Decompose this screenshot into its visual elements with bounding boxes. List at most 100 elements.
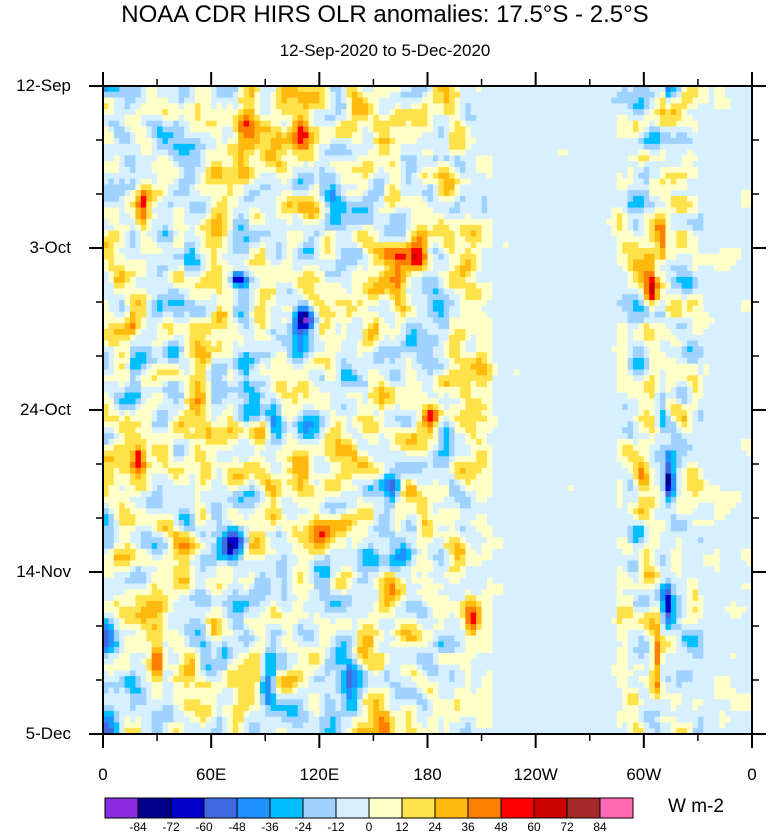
anomaly-cell (535, 271, 542, 278)
anomaly-cell (395, 195, 402, 203)
anomaly-cell (119, 271, 126, 278)
anomaly-cell (443, 161, 450, 168)
anomaly-cell (167, 224, 174, 232)
anomaly-cell (335, 213, 342, 220)
anomaly-cell (335, 317, 342, 324)
anomaly-cell (714, 224, 721, 232)
anomaly-cell (146, 224, 153, 232)
anomaly-cell (616, 126, 623, 133)
anomaly-cell (660, 213, 667, 220)
anomaly-cell (530, 230, 537, 238)
anomaly-cell (654, 276, 661, 284)
anomaly-cell (340, 311, 347, 319)
anomaly-cell (335, 114, 342, 122)
anomaly-cell (151, 103, 158, 110)
anomaly-cell (568, 86, 575, 93)
anomaly-cell (724, 294, 731, 301)
anomaly-cell (557, 259, 564, 266)
anomaly-cell (368, 86, 375, 93)
anomaly-cell (681, 207, 688, 214)
anomaly-cell (660, 288, 667, 295)
anomaly-cell (324, 126, 331, 133)
anomaly-cell (362, 184, 369, 191)
anomaly-cell (211, 300, 218, 307)
anomaly-cell (616, 311, 623, 319)
anomaly-cell (286, 195, 293, 203)
anomaly-cell (178, 109, 185, 116)
anomaly-cell (362, 271, 369, 278)
anomaly-cell (503, 190, 510, 197)
anomaly-cell (741, 91, 748, 99)
anomaly-cell (232, 155, 239, 162)
anomaly-cell (432, 323, 439, 330)
anomaly-cell (103, 172, 110, 180)
anomaly-cell (395, 276, 402, 284)
anomaly-cell (627, 242, 634, 249)
anomaly-cell (708, 190, 715, 197)
anomaly-cell (746, 103, 752, 110)
anomaly-cell (292, 167, 299, 174)
anomaly-cell (730, 305, 737, 313)
anomaly-cell (216, 311, 223, 319)
anomaly-cell (119, 207, 126, 214)
anomaly-cell (368, 294, 375, 301)
anomaly-cell (173, 120, 180, 128)
anomaly-cell (551, 161, 558, 168)
anomaly-cell (692, 172, 699, 180)
anomaly-cell (670, 91, 677, 99)
anomaly-cell (308, 276, 315, 284)
anomaly-cell (124, 253, 131, 261)
anomaly-cell (589, 109, 596, 116)
anomaly-cell (546, 242, 553, 249)
anomaly-cell (259, 178, 266, 185)
anomaly-cell (633, 103, 640, 110)
anomaly-cell (227, 91, 234, 99)
anomaly-cell (411, 236, 418, 243)
anomaly-cell (714, 161, 721, 168)
anomaly-cell (405, 276, 412, 284)
anomaly-cell (103, 207, 110, 214)
anomaly-cell (584, 167, 591, 174)
anomaly-cell (200, 248, 207, 255)
anomaly-cell (541, 248, 548, 255)
anomaly-cell (476, 167, 483, 174)
anomaly-cell (411, 103, 418, 110)
anomaly-cell (573, 172, 580, 180)
anomaly-cell (249, 184, 256, 191)
anomaly-cell (746, 317, 752, 324)
anomaly-cell (270, 207, 277, 214)
anomaly-cell (389, 172, 396, 180)
anomaly-cell (157, 207, 164, 214)
anomaly-cell (130, 271, 137, 278)
anomaly-cell (708, 300, 715, 307)
anomaly-cell (194, 323, 201, 330)
anomaly-cell (649, 317, 656, 324)
anomaly-cell (362, 265, 369, 272)
anomaly-cell (189, 236, 196, 243)
anomaly-cell (211, 109, 218, 116)
anomaly-cell (211, 86, 218, 93)
anomaly-cell (551, 276, 558, 284)
anomaly-cell (541, 207, 548, 214)
anomaly-cell (108, 248, 115, 255)
anomaly-cell (411, 132, 418, 139)
anomaly-cell (470, 91, 477, 99)
anomaly-cell (508, 97, 515, 104)
anomaly-cell (270, 276, 277, 284)
anomaly-cell (216, 190, 223, 197)
anomaly-cell (362, 213, 369, 220)
anomaly-cell (735, 167, 742, 174)
anomaly-cell (243, 86, 250, 93)
anomaly-cell (724, 138, 731, 145)
anomaly-cell (622, 143, 629, 151)
anomaly-cell (178, 91, 185, 99)
anomaly-cell (205, 178, 212, 185)
anomaly-cell (178, 259, 185, 266)
anomaly-cell (459, 219, 466, 226)
anomaly-cell (378, 167, 385, 174)
anomaly-cell (600, 259, 607, 266)
anomaly-cell (449, 317, 456, 324)
anomaly-cell (108, 178, 115, 185)
anomaly-cell (611, 282, 618, 290)
anomaly-cell (605, 161, 612, 168)
